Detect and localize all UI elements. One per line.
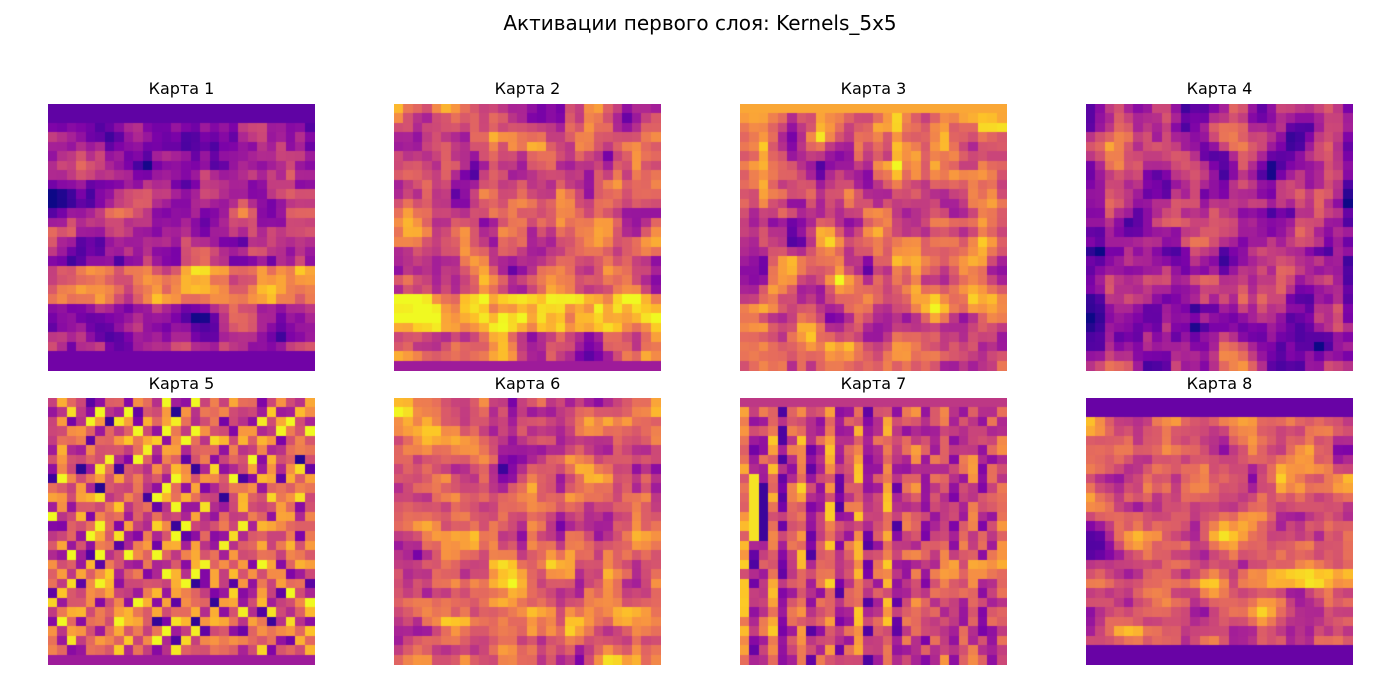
panel-title-map-8: Карта 8 <box>1186 374 1253 393</box>
heatmap-map-1 <box>48 104 315 371</box>
panel-title-map-1: Карта 1 <box>148 79 215 98</box>
heatmap-map-3 <box>740 104 1007 371</box>
heatmap-map-2 <box>394 104 661 371</box>
panel-title-map-3: Карта 3 <box>840 79 907 98</box>
heatmap-map-8 <box>1086 398 1353 665</box>
panel-title-map-2: Карта 2 <box>494 79 561 98</box>
panel-title-map-6: Карта 6 <box>494 374 561 393</box>
heatmap-map-4 <box>1086 104 1353 371</box>
heatmap-map-6 <box>394 398 661 665</box>
figure-title: Активации первого слоя: Kernels_5x5 <box>503 11 897 35</box>
heatmap-map-7 <box>740 398 1007 665</box>
panel-title-map-5: Карта 5 <box>148 374 215 393</box>
panel-title-map-7: Карта 7 <box>840 374 907 393</box>
panel-title-map-4: Карта 4 <box>1186 79 1253 98</box>
heatmap-map-5 <box>48 398 315 665</box>
